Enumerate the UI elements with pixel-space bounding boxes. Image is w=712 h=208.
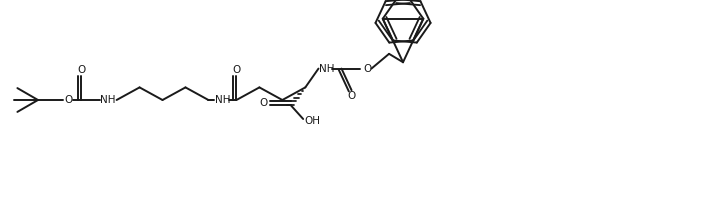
Text: O: O — [347, 91, 356, 101]
Text: O: O — [259, 98, 268, 108]
Text: NH: NH — [215, 95, 230, 105]
Text: O: O — [77, 65, 85, 75]
Text: O: O — [363, 64, 372, 74]
Text: NH: NH — [100, 95, 115, 105]
Text: O: O — [232, 65, 241, 75]
Text: O: O — [64, 95, 73, 105]
Text: OH: OH — [304, 116, 320, 126]
Text: NH: NH — [319, 64, 334, 74]
